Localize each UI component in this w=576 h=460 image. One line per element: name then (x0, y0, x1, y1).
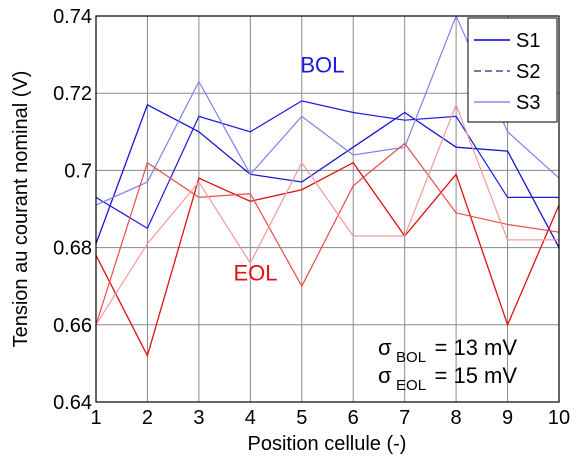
x-tick-label: 10 (548, 407, 570, 429)
y-axis-ticks: 0.64 0.66 0.68 0.7 0.72 0.74 (53, 6, 92, 414)
x-tick-label: 3 (193, 407, 204, 429)
x-tick-label: 4 (245, 407, 256, 429)
sigma-bol-value: = 13 mV (435, 335, 518, 360)
sigma-eol-subscript: EOL (396, 377, 426, 394)
bol-label: BOL (300, 53, 344, 78)
y-tick-label: 0.68 (53, 238, 92, 260)
series-line-eol-s1 (95, 161, 560, 358)
sigma-bol-annotation: σ BOL = 13 mV (378, 335, 517, 366)
x-tick-label: 7 (399, 407, 410, 429)
y-tick-label: 0.74 (53, 6, 92, 28)
legend-label-s1: S1 (516, 30, 540, 52)
x-tick-label: 6 (348, 407, 359, 429)
eol-label: EOL (233, 260, 277, 285)
legend-label-s3: S3 (516, 92, 540, 114)
plot-frame (95, 15, 560, 403)
x-axis-title: Position cellule (-) (248, 433, 407, 455)
sigma-eol-symbol: σ (378, 363, 392, 388)
x-tick-label: 1 (90, 407, 101, 429)
series-line-eol-s2 (95, 142, 560, 325)
y-tick-label: 0.72 (53, 83, 92, 105)
x-tick-label: 8 (451, 407, 462, 429)
x-axis-ticks: 1 2 3 4 5 6 7 8 9 10 (90, 407, 570, 429)
y-tick-label: 0.64 (53, 392, 92, 414)
legend-label-s2: S2 (516, 61, 540, 83)
legend-box (467, 17, 558, 123)
x-tick-label: 2 (142, 407, 153, 429)
sigma-bol-subscript: BOL (396, 349, 426, 366)
y-tick-label: 0.7 (64, 160, 92, 182)
legend: S1 S2 S3 (467, 17, 558, 123)
sigma-bol-symbol: σ (378, 335, 392, 360)
x-tick-label: 5 (296, 407, 307, 429)
sigma-eol-annotation: σ EOL = 15 mV (378, 363, 517, 394)
series-line-eol-s3 (95, 103, 559, 326)
series-line-bol-s2 (95, 100, 559, 230)
y-tick-label: 0.66 (53, 315, 92, 337)
y-axis-title: Tension au courant nominal (V) (10, 71, 32, 348)
sigma-eol-value: = 15 mV (435, 363, 518, 388)
x-tick-label: 9 (502, 407, 513, 429)
series-line-bol-s1 (95, 103, 560, 248)
